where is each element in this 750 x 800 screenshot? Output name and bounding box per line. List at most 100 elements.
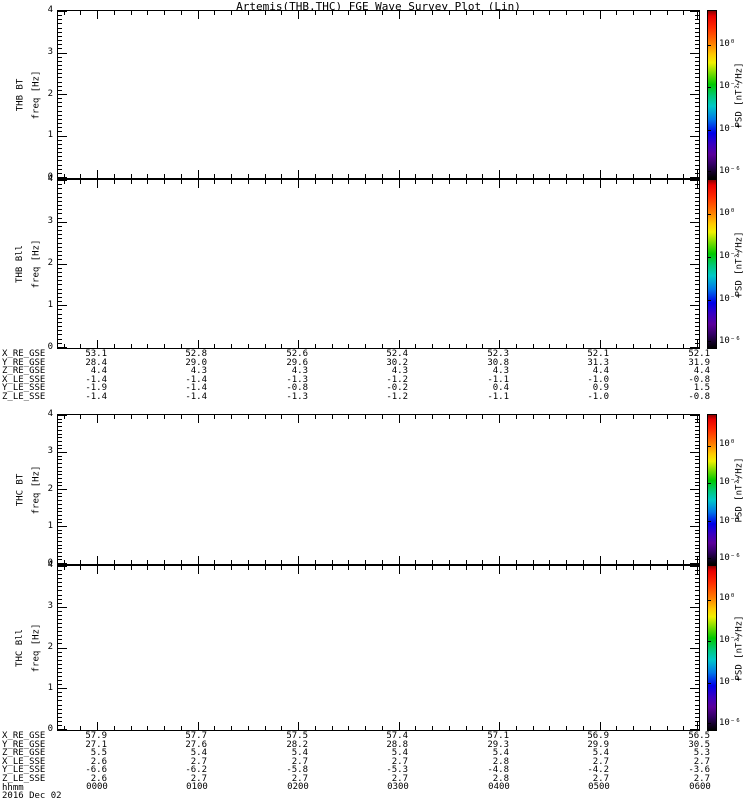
x-minor-tick (466, 560, 467, 564)
y-minor-tick (695, 77, 699, 78)
y-minor-tick (58, 90, 62, 91)
x-minor-tick (348, 344, 349, 348)
x-minor-tick (667, 11, 668, 15)
ephemeris-value: 2.7 (693, 774, 710, 784)
x-major-tick (600, 11, 601, 19)
x-minor-tick (131, 11, 132, 15)
x-minor-tick (164, 174, 165, 178)
y-minor-tick (58, 238, 62, 239)
x-minor-tick (667, 560, 668, 564)
y-minor-tick (695, 98, 699, 99)
y-minor-tick (58, 448, 62, 449)
x-minor-tick (482, 344, 483, 348)
x-minor-tick (516, 726, 517, 730)
colorbar-tick (708, 87, 711, 88)
colorbar-tick-label: 10⁻² (719, 251, 741, 261)
x-minor-tick (482, 560, 483, 564)
panel-thb-bt-label: THB BT (14, 10, 26, 179)
y-minor-tick (695, 430, 699, 431)
x-minor-tick (432, 180, 433, 184)
y-minor-tick (58, 430, 62, 431)
x-minor-tick (466, 566, 467, 570)
y-minor-tick (695, 713, 699, 714)
y-minor-tick (695, 111, 699, 112)
y-minor-tick (58, 98, 62, 99)
x-minor-tick (566, 726, 567, 730)
y-tick-label: 0 (47, 724, 53, 734)
y-minor-tick (695, 61, 699, 62)
x-major-tick (600, 556, 601, 564)
y-minor-tick (695, 119, 699, 120)
y-minor-tick (695, 419, 699, 420)
y-minor-tick (58, 40, 62, 41)
time-axis-label: hhmm (2, 783, 24, 793)
ephemeris-row-label: Y_RE_GSE (2, 739, 46, 750)
x-minor-tick (382, 174, 383, 178)
y-minor-tick (58, 330, 62, 331)
x-minor-tick (80, 415, 81, 419)
y-tick-label: 0 (47, 172, 53, 182)
y-minor-tick (58, 268, 62, 269)
time-tick-label: 0000 (86, 782, 108, 792)
ephemeris-value: 2.7 (391, 774, 408, 784)
y-minor-tick (58, 721, 62, 722)
y-major-tick (690, 136, 699, 137)
y-minor-tick (58, 623, 62, 624)
x-minor-tick (516, 344, 517, 348)
y-tick-label: 2 (47, 89, 53, 99)
y-minor-tick (58, 582, 62, 583)
y-minor-tick (695, 259, 699, 260)
y-minor-tick (58, 15, 62, 16)
colorbar-tick (708, 521, 711, 522)
x-minor-tick (214, 415, 215, 419)
x-minor-tick (482, 415, 483, 419)
x-minor-tick (583, 11, 584, 15)
y-minor-tick (695, 676, 699, 677)
ephemeris-value: 57.9 (85, 731, 107, 741)
x-minor-tick (147, 11, 148, 15)
y-minor-tick (695, 65, 699, 66)
y-minor-tick (695, 578, 699, 579)
x-minor-tick (147, 726, 148, 730)
x-minor-tick (365, 174, 366, 178)
ephemeris-value: -1.1 (487, 392, 509, 402)
x-minor-tick (248, 11, 249, 15)
x-major-tick (97, 170, 98, 178)
panel-label-text: THB BT (15, 78, 26, 111)
x-major-tick (97, 180, 98, 188)
y-minor-tick (695, 471, 699, 472)
x-minor-tick (516, 560, 517, 564)
x-minor-tick (348, 174, 349, 178)
ephemeris-row-label: X_RE_GSE (2, 349, 46, 359)
y-minor-tick (58, 148, 62, 149)
panel-label-text: THC BT (15, 473, 26, 506)
colorbar-tick (708, 446, 711, 447)
y-minor-tick (58, 508, 62, 509)
y-major-tick (58, 177, 67, 178)
x-major-tick (298, 11, 299, 19)
panel-thb-bll-label: THB Bll (14, 179, 26, 349)
y-minor-tick (695, 545, 699, 546)
ephemeris-value: 5.4 (592, 748, 609, 759)
x-major-tick (499, 170, 500, 178)
ephemeris-value: 5.4 (391, 748, 408, 759)
y-minor-tick (695, 318, 699, 319)
ephemeris-value: 28.4 (85, 357, 107, 368)
y-minor-tick (695, 226, 699, 227)
y-minor-tick (695, 500, 699, 501)
ephemeris-value: -3.6 (688, 765, 710, 776)
x-major-tick (399, 566, 400, 574)
y-minor-tick (58, 419, 62, 420)
x-minor-tick (181, 344, 182, 348)
colorbar-tick (708, 171, 711, 172)
x-minor-tick (633, 174, 634, 178)
y-minor-tick (695, 213, 699, 214)
y-minor-tick (58, 474, 62, 475)
x-minor-tick (667, 344, 668, 348)
y-minor-tick (58, 44, 62, 45)
y-minor-tick (695, 426, 699, 427)
x-minor-tick (533, 344, 534, 348)
y-major-tick (690, 222, 699, 223)
x-minor-tick (365, 344, 366, 348)
colorbar-tick-label: 10⁻⁶ (719, 336, 741, 346)
